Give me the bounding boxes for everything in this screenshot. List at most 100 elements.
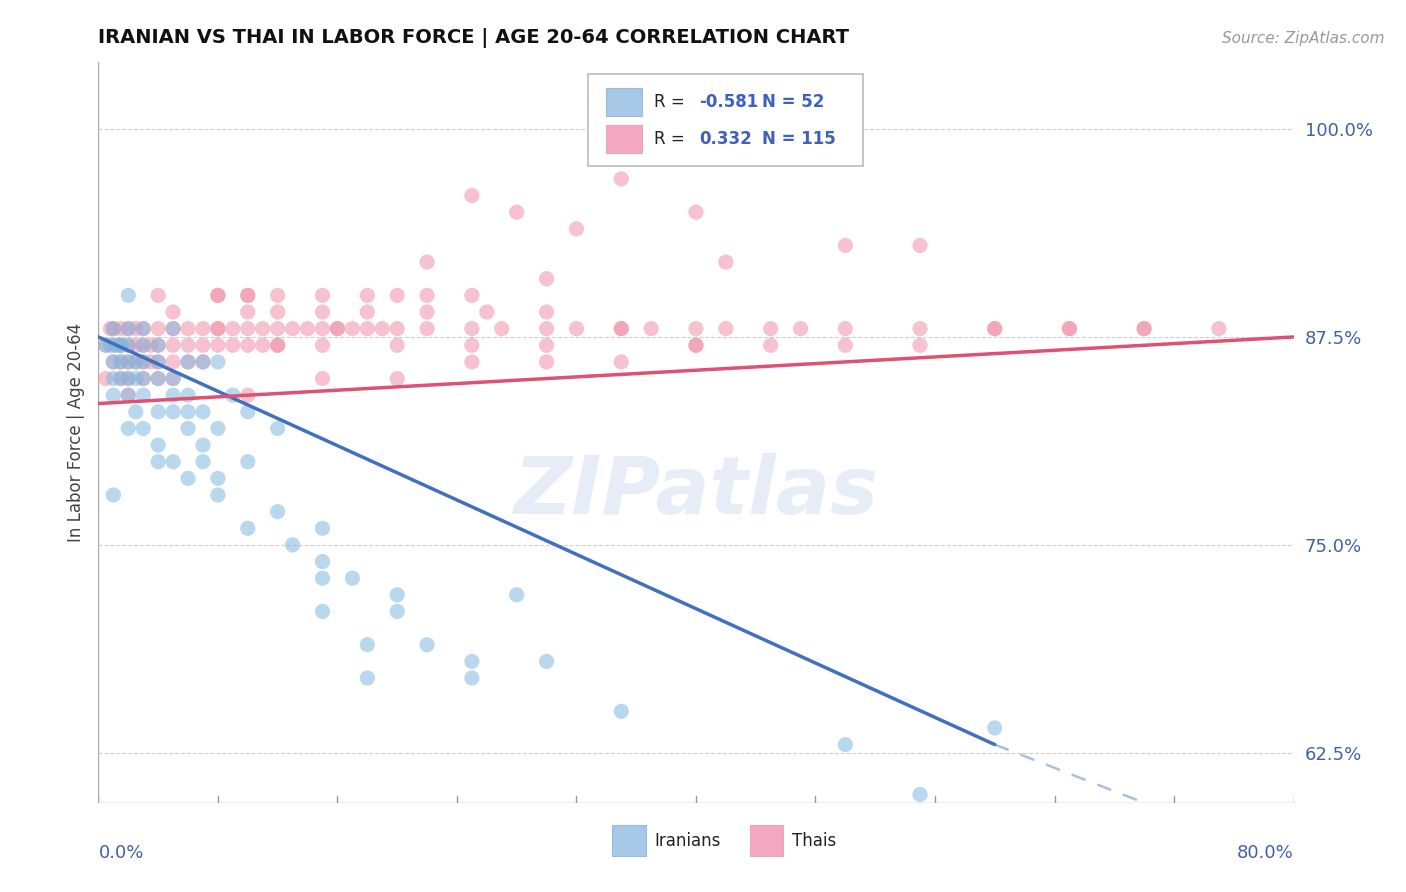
Point bbox=[148, 338, 170, 352]
Point bbox=[610, 355, 633, 369]
Point bbox=[132, 355, 155, 369]
Point bbox=[371, 321, 394, 335]
Point bbox=[984, 721, 1007, 735]
Point bbox=[162, 321, 184, 335]
Point bbox=[267, 421, 290, 435]
Point bbox=[311, 521, 333, 535]
Point bbox=[356, 638, 378, 652]
Point bbox=[267, 338, 290, 352]
Point bbox=[565, 321, 588, 335]
Point bbox=[177, 355, 200, 369]
Point bbox=[984, 321, 1007, 335]
Point bbox=[1133, 321, 1156, 335]
Point bbox=[252, 321, 274, 335]
Point bbox=[148, 355, 170, 369]
Point bbox=[94, 338, 117, 352]
Point bbox=[117, 338, 139, 352]
Point bbox=[834, 321, 856, 335]
FancyBboxPatch shape bbox=[749, 825, 783, 856]
Point bbox=[177, 421, 200, 435]
Point bbox=[117, 321, 139, 335]
Point bbox=[162, 455, 184, 469]
Point bbox=[326, 321, 349, 335]
Point bbox=[536, 654, 558, 668]
Point bbox=[117, 388, 139, 402]
Point bbox=[416, 321, 439, 335]
Point bbox=[281, 321, 304, 335]
Point bbox=[685, 338, 707, 352]
Point bbox=[103, 388, 125, 402]
Point bbox=[177, 388, 200, 402]
Point bbox=[162, 338, 184, 352]
Point bbox=[191, 338, 214, 352]
Text: N = 115: N = 115 bbox=[762, 129, 835, 148]
Point bbox=[536, 355, 558, 369]
Point bbox=[236, 388, 259, 402]
Point bbox=[148, 438, 170, 452]
Point bbox=[125, 321, 148, 335]
Point bbox=[177, 355, 200, 369]
Point bbox=[281, 538, 304, 552]
Point bbox=[132, 338, 155, 352]
Point bbox=[236, 521, 259, 535]
Point bbox=[207, 355, 229, 369]
Point bbox=[222, 388, 245, 402]
Point bbox=[132, 355, 155, 369]
Point bbox=[385, 338, 409, 352]
Point bbox=[475, 305, 498, 319]
FancyBboxPatch shape bbox=[589, 73, 863, 166]
Text: 80.0%: 80.0% bbox=[1237, 844, 1294, 862]
Point bbox=[356, 305, 378, 319]
Point bbox=[1208, 321, 1230, 335]
Point bbox=[1059, 321, 1081, 335]
Point bbox=[311, 555, 333, 569]
Point bbox=[342, 571, 364, 585]
FancyBboxPatch shape bbox=[606, 125, 643, 153]
Point bbox=[103, 355, 125, 369]
Point bbox=[207, 288, 229, 302]
Point bbox=[311, 571, 333, 585]
Point bbox=[565, 222, 588, 236]
Point bbox=[834, 238, 856, 252]
Point bbox=[267, 338, 290, 352]
Point bbox=[222, 321, 245, 335]
Point bbox=[267, 305, 290, 319]
Point bbox=[356, 321, 378, 335]
Point bbox=[103, 371, 125, 385]
Point bbox=[326, 321, 349, 335]
Text: ZIPatlas: ZIPatlas bbox=[513, 453, 879, 531]
Point bbox=[117, 355, 139, 369]
Point bbox=[385, 371, 409, 385]
Point bbox=[236, 305, 259, 319]
Point bbox=[191, 455, 214, 469]
Point bbox=[536, 305, 558, 319]
Point bbox=[685, 205, 707, 219]
Text: IRANIAN VS THAI IN LABOR FORCE | AGE 20-64 CORRELATION CHART: IRANIAN VS THAI IN LABOR FORCE | AGE 20-… bbox=[98, 28, 849, 48]
Point bbox=[311, 305, 333, 319]
Point bbox=[236, 321, 259, 335]
Point bbox=[125, 355, 148, 369]
Point bbox=[162, 321, 184, 335]
Point bbox=[311, 605, 333, 619]
Point bbox=[148, 321, 170, 335]
Point bbox=[908, 238, 931, 252]
Point bbox=[191, 405, 214, 419]
Point bbox=[207, 321, 229, 335]
Point bbox=[207, 338, 229, 352]
Point bbox=[132, 421, 155, 435]
Point bbox=[207, 488, 229, 502]
Point bbox=[461, 355, 484, 369]
Point bbox=[461, 338, 484, 352]
Point bbox=[110, 338, 132, 352]
Point bbox=[148, 288, 170, 302]
Point bbox=[759, 338, 782, 352]
Point bbox=[461, 321, 484, 335]
Point bbox=[536, 321, 558, 335]
Point bbox=[177, 321, 200, 335]
Point bbox=[416, 255, 439, 269]
Point bbox=[461, 288, 484, 302]
Point bbox=[207, 421, 229, 435]
Point bbox=[191, 321, 214, 335]
Point bbox=[132, 321, 155, 335]
Point bbox=[148, 455, 170, 469]
